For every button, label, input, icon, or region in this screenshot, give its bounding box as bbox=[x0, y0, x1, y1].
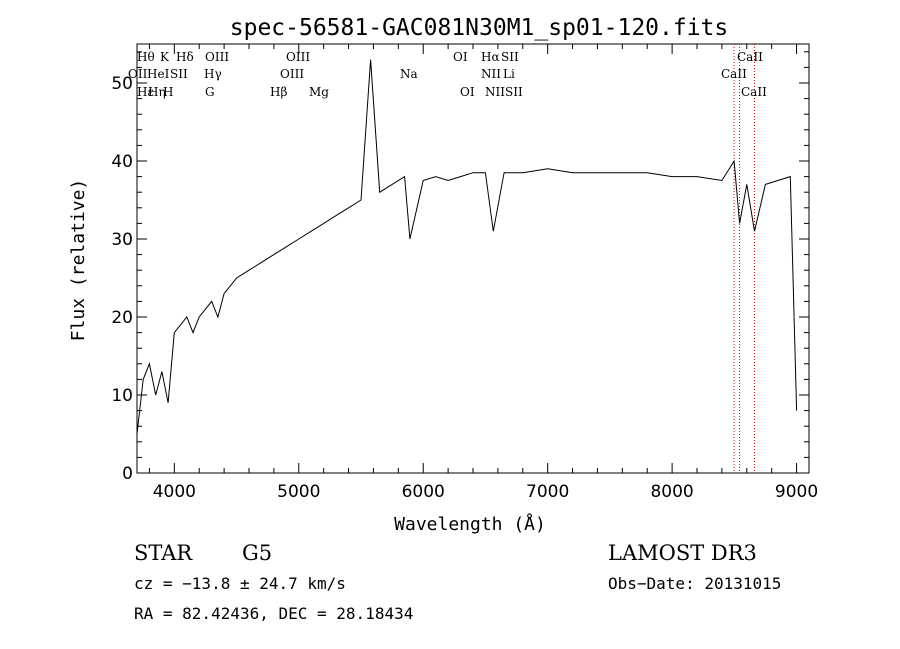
line-label-row0: OIII bbox=[286, 50, 310, 64]
line-label-row1: Li bbox=[503, 67, 515, 81]
x-tick-label: 8000 bbox=[650, 482, 693, 502]
x-tick-label: 6000 bbox=[402, 482, 445, 502]
y-tick-label: 0 bbox=[122, 464, 133, 484]
y-axis-ticks: 0 10 20 30 40 50 bbox=[111, 51, 809, 484]
object-class: STAR bbox=[134, 541, 193, 565]
line-label-row2: OI bbox=[460, 85, 475, 99]
line-label-row0: SII bbox=[501, 50, 519, 64]
y-tick-label: 20 bbox=[111, 308, 133, 328]
y-tick-label: 50 bbox=[111, 74, 133, 94]
plot-area: 4000 5000 6000 7000 8000 9000 0 10 20 30 40 50 bbox=[111, 43, 818, 502]
line-label-row2: H bbox=[163, 85, 173, 99]
line-label-row0: CaII bbox=[737, 50, 763, 64]
spectrum-line bbox=[136, 59, 798, 435]
line-label-row2: G bbox=[205, 85, 215, 99]
coordinates: RA = 82.42436, DEC = 28.18434 bbox=[134, 604, 413, 623]
line-label-row2: Hε bbox=[137, 85, 154, 99]
line-label-row0: Hδ bbox=[176, 50, 194, 64]
spectral-line-labels: Hθ K Hδ OIII OIII OI Hα SII CaII OII HeI… bbox=[128, 50, 767, 99]
y-tick-label: 10 bbox=[111, 386, 133, 406]
chart-title: spec-56581-GAC081N30M1_sp01-120.fits bbox=[230, 15, 729, 41]
line-label-row1: HeI bbox=[147, 67, 170, 81]
info-block: STAR G5 LAMOST DR3 cz = −13.8 ± 24.7 km/… bbox=[134, 541, 781, 623]
x-axis-ticks: 4000 5000 6000 7000 8000 9000 bbox=[148, 44, 818, 502]
line-label-row0: Hθ bbox=[137, 50, 155, 64]
line-label-row1: OIII bbox=[280, 67, 304, 81]
y-axis-label: Flux (relative) bbox=[68, 179, 89, 342]
line-label-row2: CaII bbox=[741, 85, 767, 99]
observation-date: Obs−Date: 20131015 bbox=[608, 574, 781, 593]
object-subclass: G5 bbox=[242, 541, 272, 565]
line-label-row2: Hη bbox=[148, 85, 166, 99]
line-label-row0: Hα bbox=[481, 50, 500, 64]
x-tick-label: 7000 bbox=[526, 482, 569, 502]
x-axis-label: Wavelength (Å) bbox=[394, 513, 546, 535]
line-label-row1: NII bbox=[481, 67, 501, 81]
line-label-row2: SII bbox=[505, 85, 523, 99]
y-tick-label: 40 bbox=[111, 152, 133, 172]
line-label-row1: SII bbox=[170, 67, 188, 81]
survey-name: LAMOST DR3 bbox=[608, 541, 757, 565]
line-label-row2: NII bbox=[485, 85, 505, 99]
line-label-row1: Hγ bbox=[204, 67, 222, 81]
redshift-value: cz = −13.8 ± 24.7 km/s bbox=[134, 574, 346, 593]
line-label-row2: Mg bbox=[309, 85, 329, 99]
x-tick-label: 9000 bbox=[775, 482, 818, 502]
y-tick-label: 30 bbox=[111, 230, 133, 250]
x-tick-label: 5000 bbox=[277, 482, 320, 502]
line-label-row0: K bbox=[160, 50, 170, 64]
spectral-line-markers bbox=[733, 44, 755, 473]
line-label-row0: OI bbox=[453, 50, 468, 64]
line-label-row2: Na bbox=[400, 67, 418, 81]
line-label-row2: Hβ bbox=[270, 85, 287, 99]
plot-frame bbox=[136, 43, 810, 474]
x-tick-label: 4000 bbox=[153, 482, 196, 502]
line-label-row1: CaII bbox=[721, 67, 747, 81]
line-label-row0: OIII bbox=[205, 50, 229, 64]
line-label-row1: OII bbox=[128, 67, 148, 81]
